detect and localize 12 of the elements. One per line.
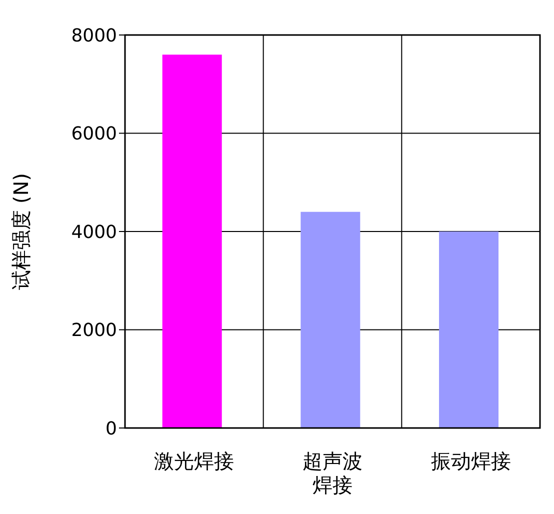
x-tick-label: 振动焊接: [430, 449, 511, 473]
y-tick-label: 4000: [71, 222, 117, 243]
bar: [439, 232, 498, 428]
y-tick-label: 6000: [71, 124, 117, 145]
x-tick-label: 激光焊接: [154, 449, 234, 473]
bar: [300, 212, 360, 428]
y-tick-label: 0: [106, 418, 117, 440]
y-tick-label: 8000: [71, 25, 117, 46]
y-axis-title: 试样强度 (N): [9, 173, 33, 290]
bar: [162, 54, 222, 428]
x-tick-label: 超声波焊接: [302, 449, 362, 497]
y-tick-label: 2000: [71, 320, 117, 342]
